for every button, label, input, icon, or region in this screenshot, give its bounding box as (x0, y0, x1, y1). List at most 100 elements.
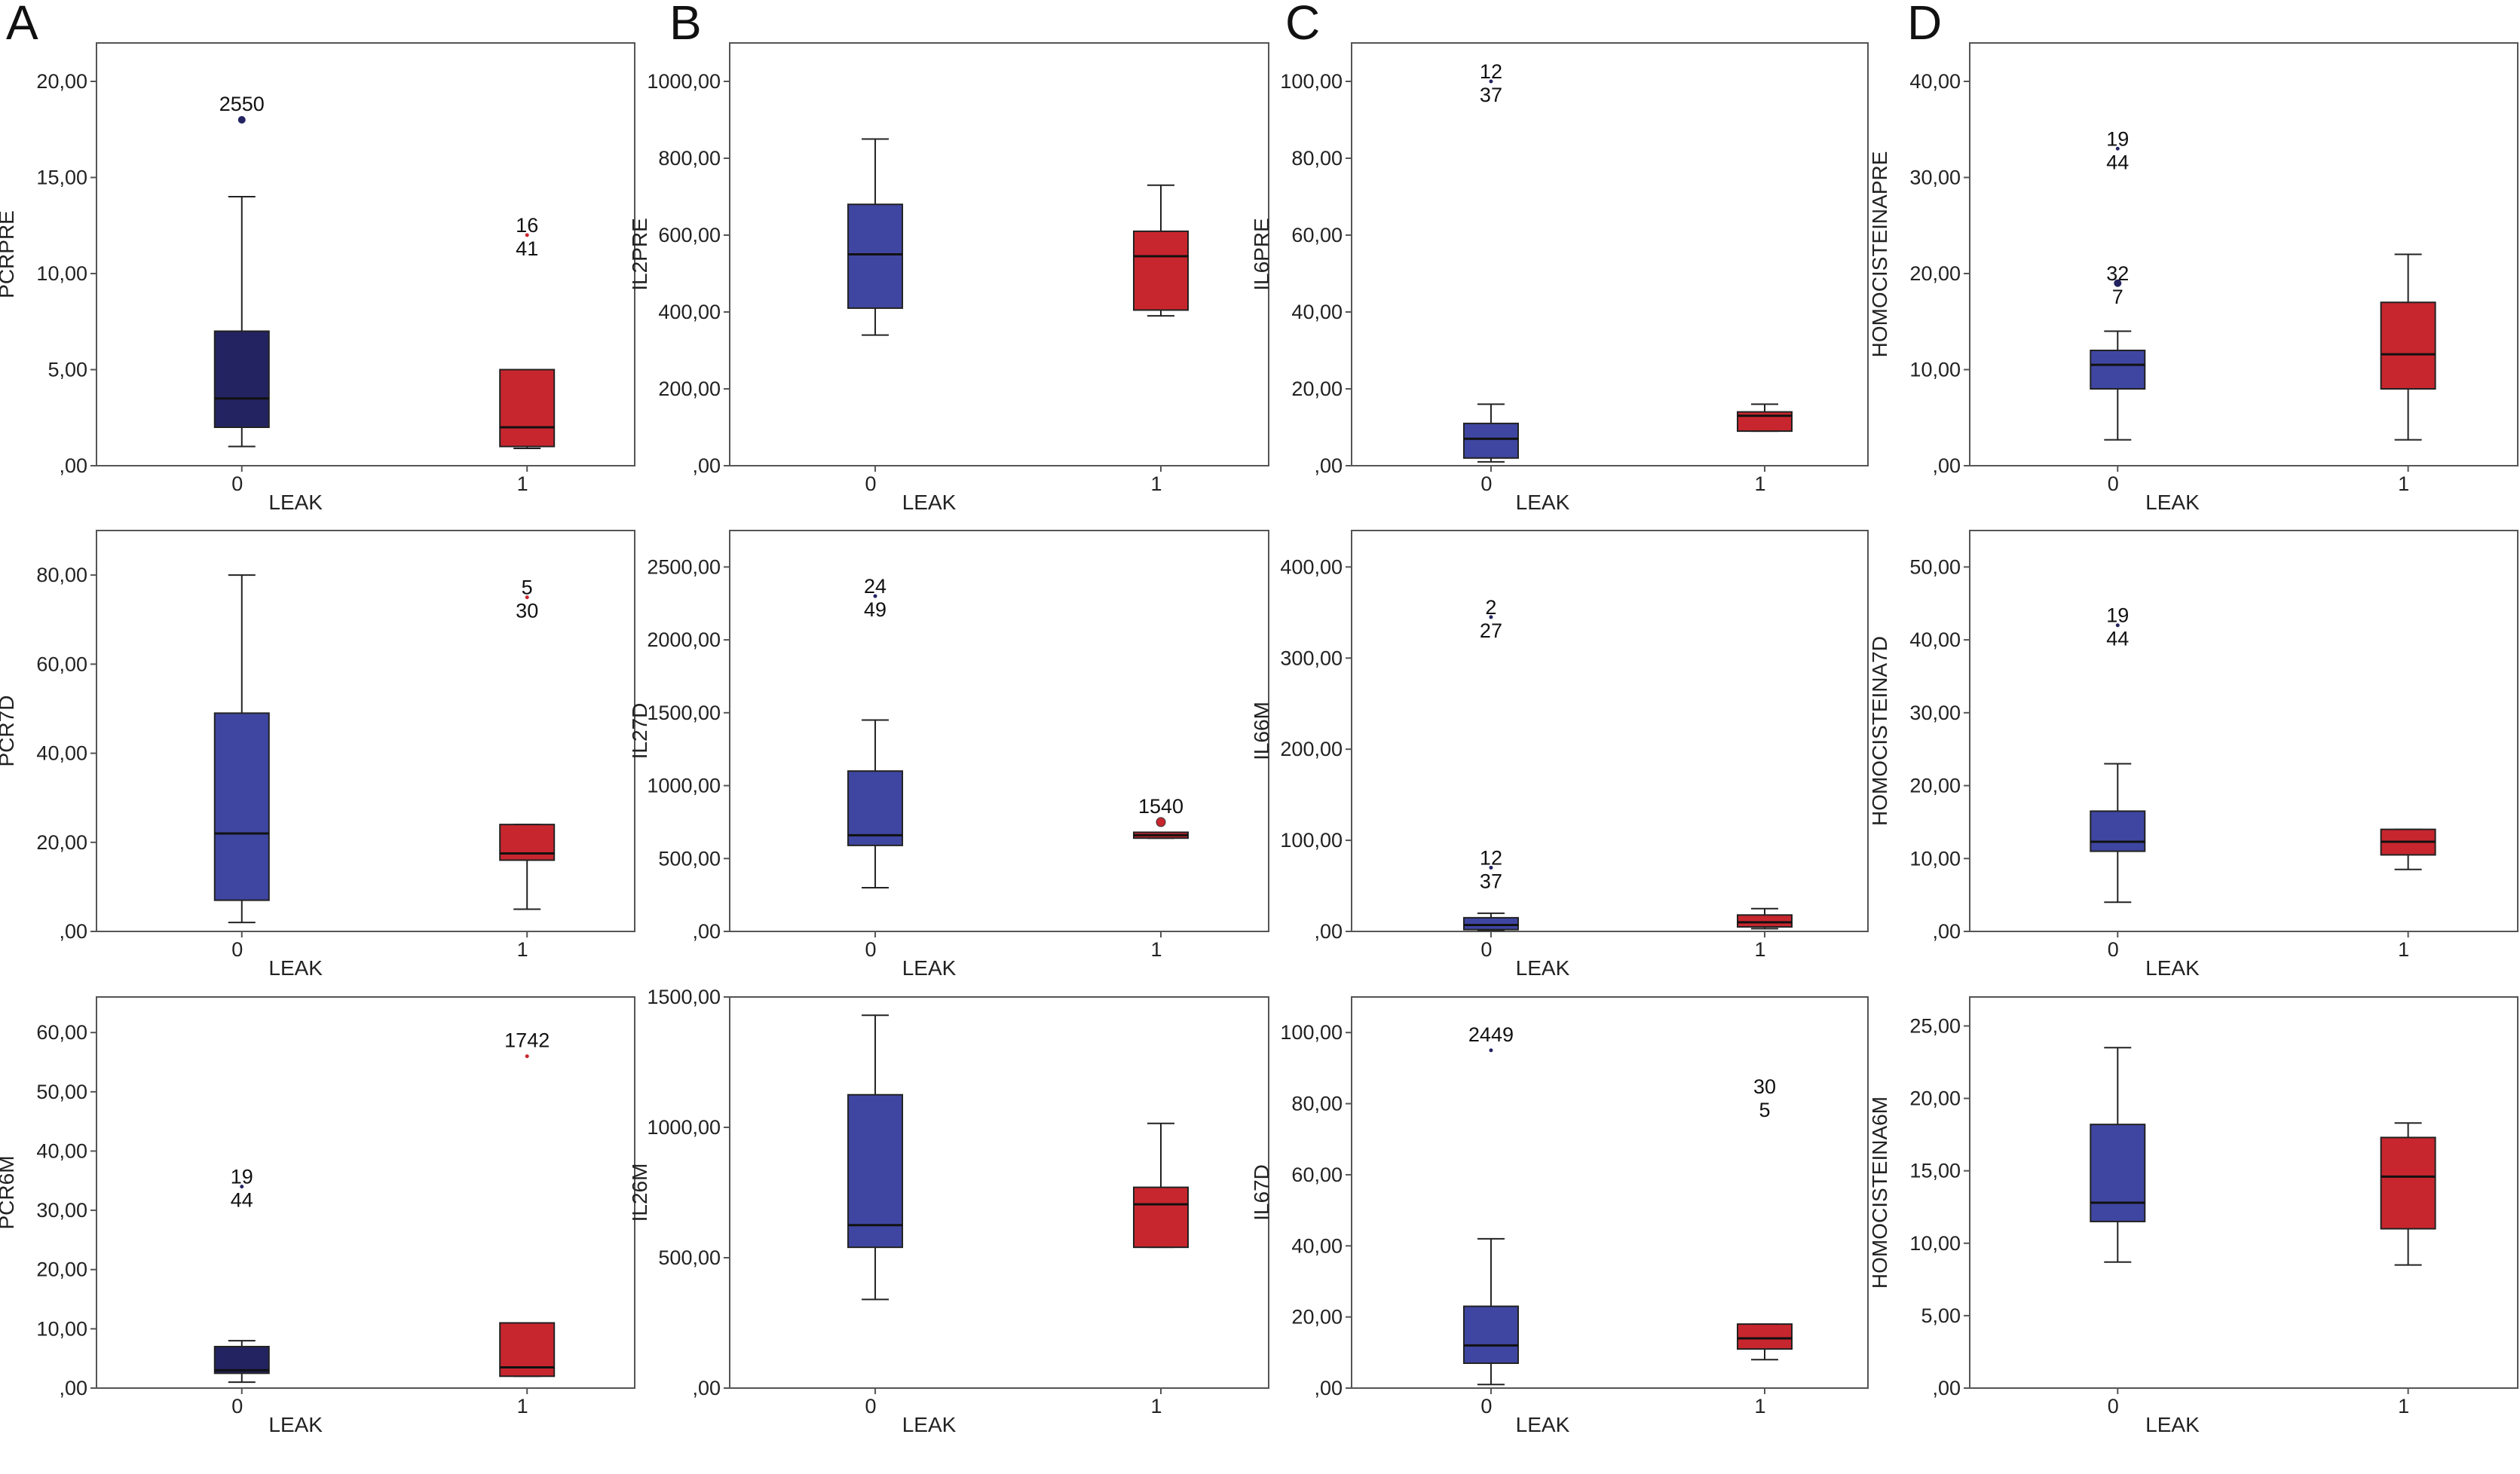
panel-pcrpre: ,00 5,00 10,00 15,00 20,00 0 1 LEAK PCRPRE 2550 16… (0, 42, 635, 514)
outlier-label: 44 (2106, 151, 2129, 173)
outlier-point (1489, 1048, 1493, 1053)
outlier-label: 2 (1485, 596, 1496, 619)
outlier-label: 19 (231, 1166, 253, 1188)
outlier-label: 16 (516, 214, 538, 237)
box-group-1 (2380, 301, 2436, 390)
outlier-point (2114, 279, 2122, 287)
y-axis-label: PCR7D (0, 696, 18, 767)
y-axis-label: HOMOCISTEINA6M (1868, 1096, 1891, 1289)
y-tick-label: 80,00 (1291, 147, 1343, 170)
x-tick-label: 0 (231, 1395, 243, 1417)
y-tick-label: 1000,00 (647, 1116, 721, 1139)
y-tick-label: 40,00 (36, 1139, 87, 1162)
outlier-label: 41 (516, 237, 538, 260)
y-tick-label: 1500,00 (647, 986, 721, 1008)
y-tick-label: 20,00 (36, 70, 87, 93)
outlier-point (1489, 865, 1493, 870)
outlier-label: 49 (864, 598, 886, 621)
x-axis-label: LEAK (902, 491, 957, 514)
y-axis-label: HOMOCISTEINA7D (1868, 636, 1891, 826)
y-tick-label: 20,00 (1291, 1306, 1343, 1329)
y-tick-label: 100,00 (1280, 70, 1343, 93)
outlier-point (1489, 79, 1493, 84)
panel-il67d: ,00 20,00 40,00 60,00 80,00 100,00 0 1 LEAK IL67D… (1250, 996, 1869, 1436)
plot-frame (1351, 530, 1869, 932)
outlier-label: 2550 (219, 93, 265, 115)
outlier-label: 24 (864, 575, 886, 598)
y-tick-label: 80,00 (1291, 1093, 1343, 1115)
y-tick-label: ,00 (59, 1377, 87, 1399)
plot-frame (1969, 42, 2518, 466)
box-group-1 (1737, 1323, 1793, 1350)
panel-il66m: ,00 100,00 200,00 300,00 400,00 0 1 LEAK IL66M 22… (1250, 530, 1869, 980)
panel-pcr7d: ,00 20,00 40,00 60,00 80,00 0 1 LEAK PCR7D 530 (0, 530, 635, 980)
y-tick-label: 20,00 (1909, 775, 1961, 797)
x-axis-label: LEAK (268, 1413, 323, 1436)
y-tick-label: 400,00 (1280, 555, 1343, 578)
y-axis-label: IL6PRE (1250, 218, 1273, 291)
x-tick-label: 0 (1480, 938, 1492, 961)
x-axis-label: LEAK (2145, 1413, 2200, 1436)
plot-frame (729, 996, 1269, 1389)
y-tick-label: 40,00 (1909, 70, 1961, 93)
outlier-point (1489, 615, 1493, 619)
x-axis-label: LEAK (268, 956, 323, 980)
outlier-label: 27 (1480, 619, 1502, 642)
y-axis-label: IL2PRE (628, 218, 651, 291)
y-axis-label: PCR6M (0, 1155, 18, 1229)
panel-letter-c: C (1285, 0, 1320, 50)
x-tick-label: 1 (1754, 1395, 1765, 1417)
y-tick-label: 2500,00 (647, 555, 721, 578)
y-tick-label: 1000,00 (647, 70, 721, 93)
outlier-point (2115, 623, 2120, 628)
y-tick-label: ,00 (1932, 1377, 1961, 1399)
x-tick-label: 0 (865, 472, 877, 495)
x-tick-label: 1 (2398, 472, 2409, 495)
plot-frame (96, 42, 635, 466)
x-tick-label: 1 (517, 472, 528, 495)
x-tick-label: 0 (2108, 1395, 2119, 1417)
x-axis-label: LEAK (902, 956, 957, 980)
y-tick-label: 10,00 (1909, 1232, 1961, 1255)
outlier-label: 37 (1480, 84, 1502, 106)
y-tick-label: ,00 (59, 920, 87, 943)
outlier-label: 7 (2112, 286, 2123, 308)
x-axis-label: LEAK (902, 1413, 957, 1436)
y-tick-label: 5,00 (1921, 1304, 1961, 1327)
outlier-point (525, 1054, 529, 1059)
panel-homocisteinapre: ,00 10,00 20,00 30,00 40,00 0 1 LEAK HOMOCISTEIN… (1868, 42, 2518, 514)
x-tick-label: 1 (1754, 472, 1765, 495)
y-tick-label: ,00 (692, 454, 721, 477)
y-tick-label: 40,00 (36, 742, 87, 765)
y-tick-label: 60,00 (1291, 1164, 1343, 1186)
x-axis-label: LEAK (1516, 491, 1570, 514)
y-tick-label: 30,00 (1909, 167, 1961, 189)
y-tick-label: 500,00 (658, 1246, 721, 1269)
x-tick-label: 1 (1754, 938, 1765, 961)
outlier-point (525, 595, 529, 600)
box-group-0 (1462, 916, 1519, 931)
box-group-1 (1133, 1186, 1189, 1249)
outlier-point (525, 233, 529, 237)
y-tick-label: 30,00 (36, 1199, 87, 1222)
panel-il27d: ,00 500,00 1000,00 1500,00 2000,00 2500,00 0 1 L… (628, 530, 1269, 980)
y-tick-label: 800,00 (658, 147, 721, 170)
y-axis-label: IL27D (628, 703, 651, 760)
y-tick-label: 200,00 (1280, 738, 1343, 760)
box-group-0 (2090, 1124, 2146, 1222)
x-tick-label: 0 (865, 1395, 877, 1417)
y-tick-label: ,00 (1314, 920, 1343, 943)
plot-frame (1969, 530, 2518, 932)
y-tick-label: 50,00 (1909, 555, 1961, 578)
x-axis-label: LEAK (268, 491, 323, 514)
outlier-label: 32 (2106, 262, 2129, 285)
panel-pcr6m: ,00 10,00 20,00 30,00 40,00 50,00 60,00 0 1 LEAK P… (0, 996, 635, 1436)
plot-frame (1351, 42, 1869, 466)
y-tick-label: 400,00 (658, 301, 721, 323)
y-tick-label: 200,00 (658, 378, 721, 400)
plot-frame (96, 530, 635, 932)
panel-letter-d: D (1907, 0, 1942, 50)
x-tick-label: 1 (2398, 1395, 2409, 1417)
plot-frame (1351, 996, 1869, 1389)
box-group-0 (213, 712, 270, 901)
